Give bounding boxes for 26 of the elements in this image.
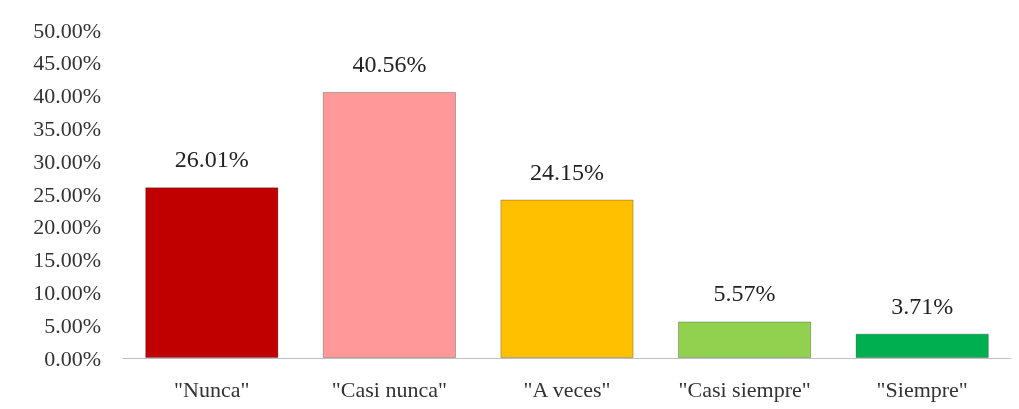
y-tick-label: 15.00%	[33, 247, 101, 273]
x-tick-label: "Siempre"	[876, 376, 968, 402]
bar	[678, 321, 812, 358]
data-label: 26.01%	[174, 146, 249, 173]
data-label: 40.56%	[352, 50, 427, 77]
y-tick-label: 45.00%	[33, 50, 101, 76]
x-tick-label: "Casi siempre"	[678, 376, 811, 402]
y-tick-label: 20.00%	[33, 214, 101, 240]
data-label: 3.71%	[891, 292, 954, 319]
x-tick-label: "A veces"	[523, 376, 611, 402]
y-tick-label: 35.00%	[33, 115, 101, 141]
bar	[855, 333, 989, 358]
data-label: 24.15%	[530, 158, 604, 185]
bar	[322, 91, 456, 358]
x-tick-label: "Casi nunca"	[331, 376, 447, 402]
data-label: 5.57%	[713, 280, 776, 307]
y-tick-label: 25.00%	[33, 181, 101, 207]
y-tick-label: 30.00%	[33, 148, 101, 174]
y-tick-label: 0.00%	[44, 345, 101, 371]
y-tick-label: 50.00%	[33, 17, 101, 43]
bar	[145, 187, 279, 358]
x-tick-label: "Nunca"	[174, 376, 250, 402]
y-tick-label: 10.00%	[33, 279, 101, 305]
bar	[500, 199, 634, 358]
y-tick-label: 5.00%	[44, 312, 101, 338]
y-tick-label: 40.00%	[33, 83, 101, 109]
